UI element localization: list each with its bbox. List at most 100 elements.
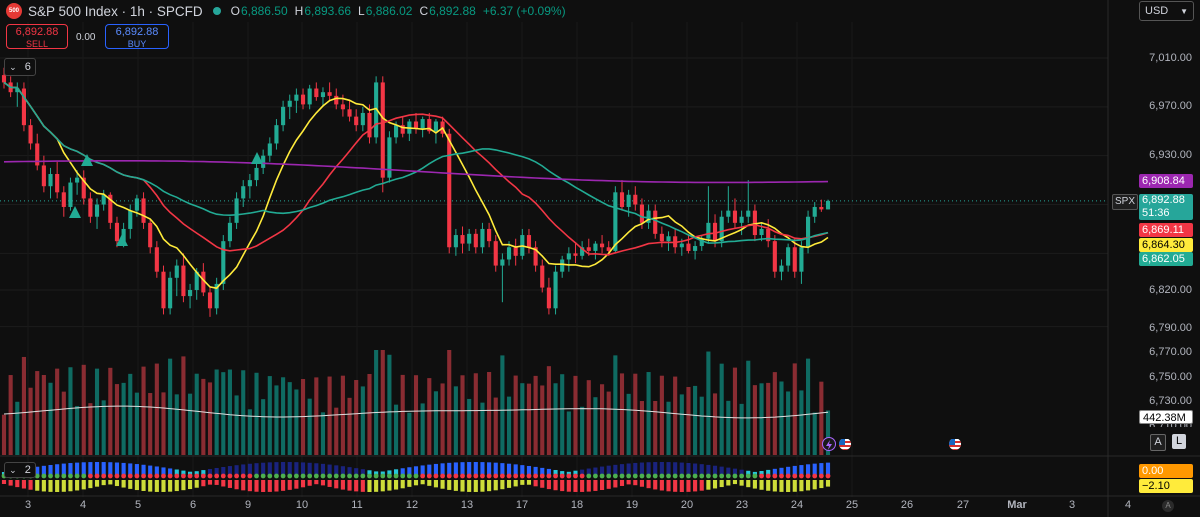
- oscillator-lower-bar: [726, 480, 731, 486]
- oscillator-lower-bar: [646, 480, 651, 489]
- volume-bar: [639, 401, 644, 455]
- candle-body: [606, 247, 611, 251]
- candle-body: [261, 155, 266, 168]
- candle-body: [168, 277, 173, 309]
- volume-bar: [241, 370, 246, 455]
- oscillator-bar: [493, 462, 498, 476]
- oscillator-bar: [261, 462, 266, 476]
- oscillator-lower-bar: [433, 480, 438, 488]
- oscillator-lower-bar: [739, 480, 744, 486]
- us-flag-event-icon[interactable]: [839, 438, 851, 450]
- oscillator-bar: [639, 462, 644, 476]
- chevron-down-icon: ▼: [1180, 6, 1188, 16]
- index-logo[interactable]: 500: [6, 3, 22, 19]
- buy-button[interactable]: 6,892.88 BUY: [105, 24, 169, 49]
- volume-bar: [94, 368, 100, 455]
- time-axis-label: 12: [405, 499, 419, 511]
- time-auto-button[interactable]: A: [1162, 500, 1174, 512]
- close-value: 6,892.88: [429, 4, 476, 18]
- volume-bar: [467, 398, 472, 455]
- us-flag-event-icon[interactable]: [949, 438, 961, 450]
- volume-bar: [679, 394, 684, 455]
- oscillator-dot: [114, 473, 120, 479]
- high-label: H: [294, 4, 304, 18]
- currency-selector[interactable]: USD ▼: [1139, 1, 1194, 21]
- oscillator-bar: [513, 464, 518, 476]
- volume-bar: [546, 366, 551, 455]
- oscillator-lower-bar: [400, 480, 405, 489]
- oscillator-dot: [74, 473, 80, 479]
- time-axis-label: 3: [24, 499, 32, 511]
- candle-body: [480, 228, 485, 248]
- oscillator-lower-bar: [806, 480, 811, 491]
- ma-green-tag: 6,862.05: [1139, 252, 1193, 266]
- auto-scale-button[interactable]: A: [1150, 434, 1166, 451]
- oscillator-bar: [207, 469, 213, 476]
- symbol-title[interactable]: S&P 500 Index · 1h · SPCFD: [28, 3, 203, 19]
- oscillator-dot: [61, 473, 67, 479]
- oscillator-lower-bar: [327, 480, 332, 487]
- buy-label: BUY: [127, 39, 147, 49]
- oscillator-lower-bar: [586, 480, 591, 492]
- chevron-down-icon: ⌄: [9, 464, 17, 475]
- oscillator-bar: [234, 465, 239, 476]
- volume-bar: [526, 383, 532, 455]
- oscillator-bar: [55, 464, 60, 476]
- volume-bar: [141, 366, 146, 455]
- candle-body: [500, 259, 505, 266]
- oscillator-lower-bar: [819, 480, 824, 489]
- oscillator-dot: [101, 473, 107, 479]
- indicators-toggle[interactable]: ⌄ 6: [4, 58, 36, 76]
- oscillator-bar: [141, 464, 146, 476]
- volume-bar: [168, 358, 173, 455]
- lightning-event-icon[interactable]: [822, 437, 836, 451]
- oscillator-dot: [652, 473, 658, 479]
- candle-body: [633, 194, 638, 205]
- oscillator-lower-bar: [121, 480, 126, 488]
- oscillator-lower-bar: [168, 480, 173, 492]
- oscillator-bar: [300, 462, 306, 476]
- time-axis-label: 11: [351, 499, 363, 511]
- oscillator-bar: [746, 470, 751, 476]
- oscillator-dot: [227, 473, 233, 479]
- oscillator-bar: [94, 462, 100, 476]
- oscillator-lower-bar: [427, 480, 432, 486]
- volume-bar: [746, 360, 751, 455]
- open-value: 6,886.50: [240, 4, 288, 18]
- oscillator-bar: [467, 462, 472, 476]
- oscillator-lower-bar: [447, 480, 452, 490]
- oscillator-bar: [327, 464, 332, 476]
- price-axis-label: 6,750.00: [1149, 371, 1192, 383]
- oscillator-bar: [75, 462, 80, 476]
- candle-body: [580, 247, 585, 256]
- time-axis-label: 4: [79, 499, 87, 511]
- time-axis-label: 6: [189, 499, 197, 511]
- oscillator-lower-bar: [779, 480, 784, 492]
- oscillator-bar: [693, 463, 698, 476]
- oscillator-dot: [785, 473, 791, 479]
- oscillator-bar: [619, 464, 625, 476]
- oscillator-lower-bar: [55, 480, 60, 492]
- market-status-dot[interactable]: [212, 7, 221, 15]
- oscillator-dot: [267, 473, 273, 479]
- oscillator-lower-bar: [380, 480, 385, 492]
- oscillator-dot: [214, 473, 220, 479]
- oscillator-bar: [673, 462, 678, 476]
- candle-body: [825, 200, 831, 210]
- candle-body: [719, 216, 724, 242]
- sub-indicators-toggle[interactable]: ⌄ 2: [4, 462, 36, 478]
- candle-body: [387, 137, 392, 178]
- sell-button[interactable]: 6,892.88 SELL: [6, 24, 68, 49]
- oscillator-lower-bar: [181, 480, 186, 491]
- oscillator-bar: [254, 463, 259, 476]
- candle-body: [759, 228, 764, 236]
- oscillator-dot: [313, 473, 319, 479]
- oscillator-lower-bar: [340, 480, 345, 490]
- volume-bar: [693, 385, 698, 455]
- log-scale-button[interactable]: L: [1172, 434, 1186, 449]
- oscillator-bar: [387, 470, 392, 476]
- oscillator-bar: [360, 469, 365, 476]
- oscillator-lower-bar: [221, 480, 226, 487]
- oscillator-bar: [427, 464, 432, 476]
